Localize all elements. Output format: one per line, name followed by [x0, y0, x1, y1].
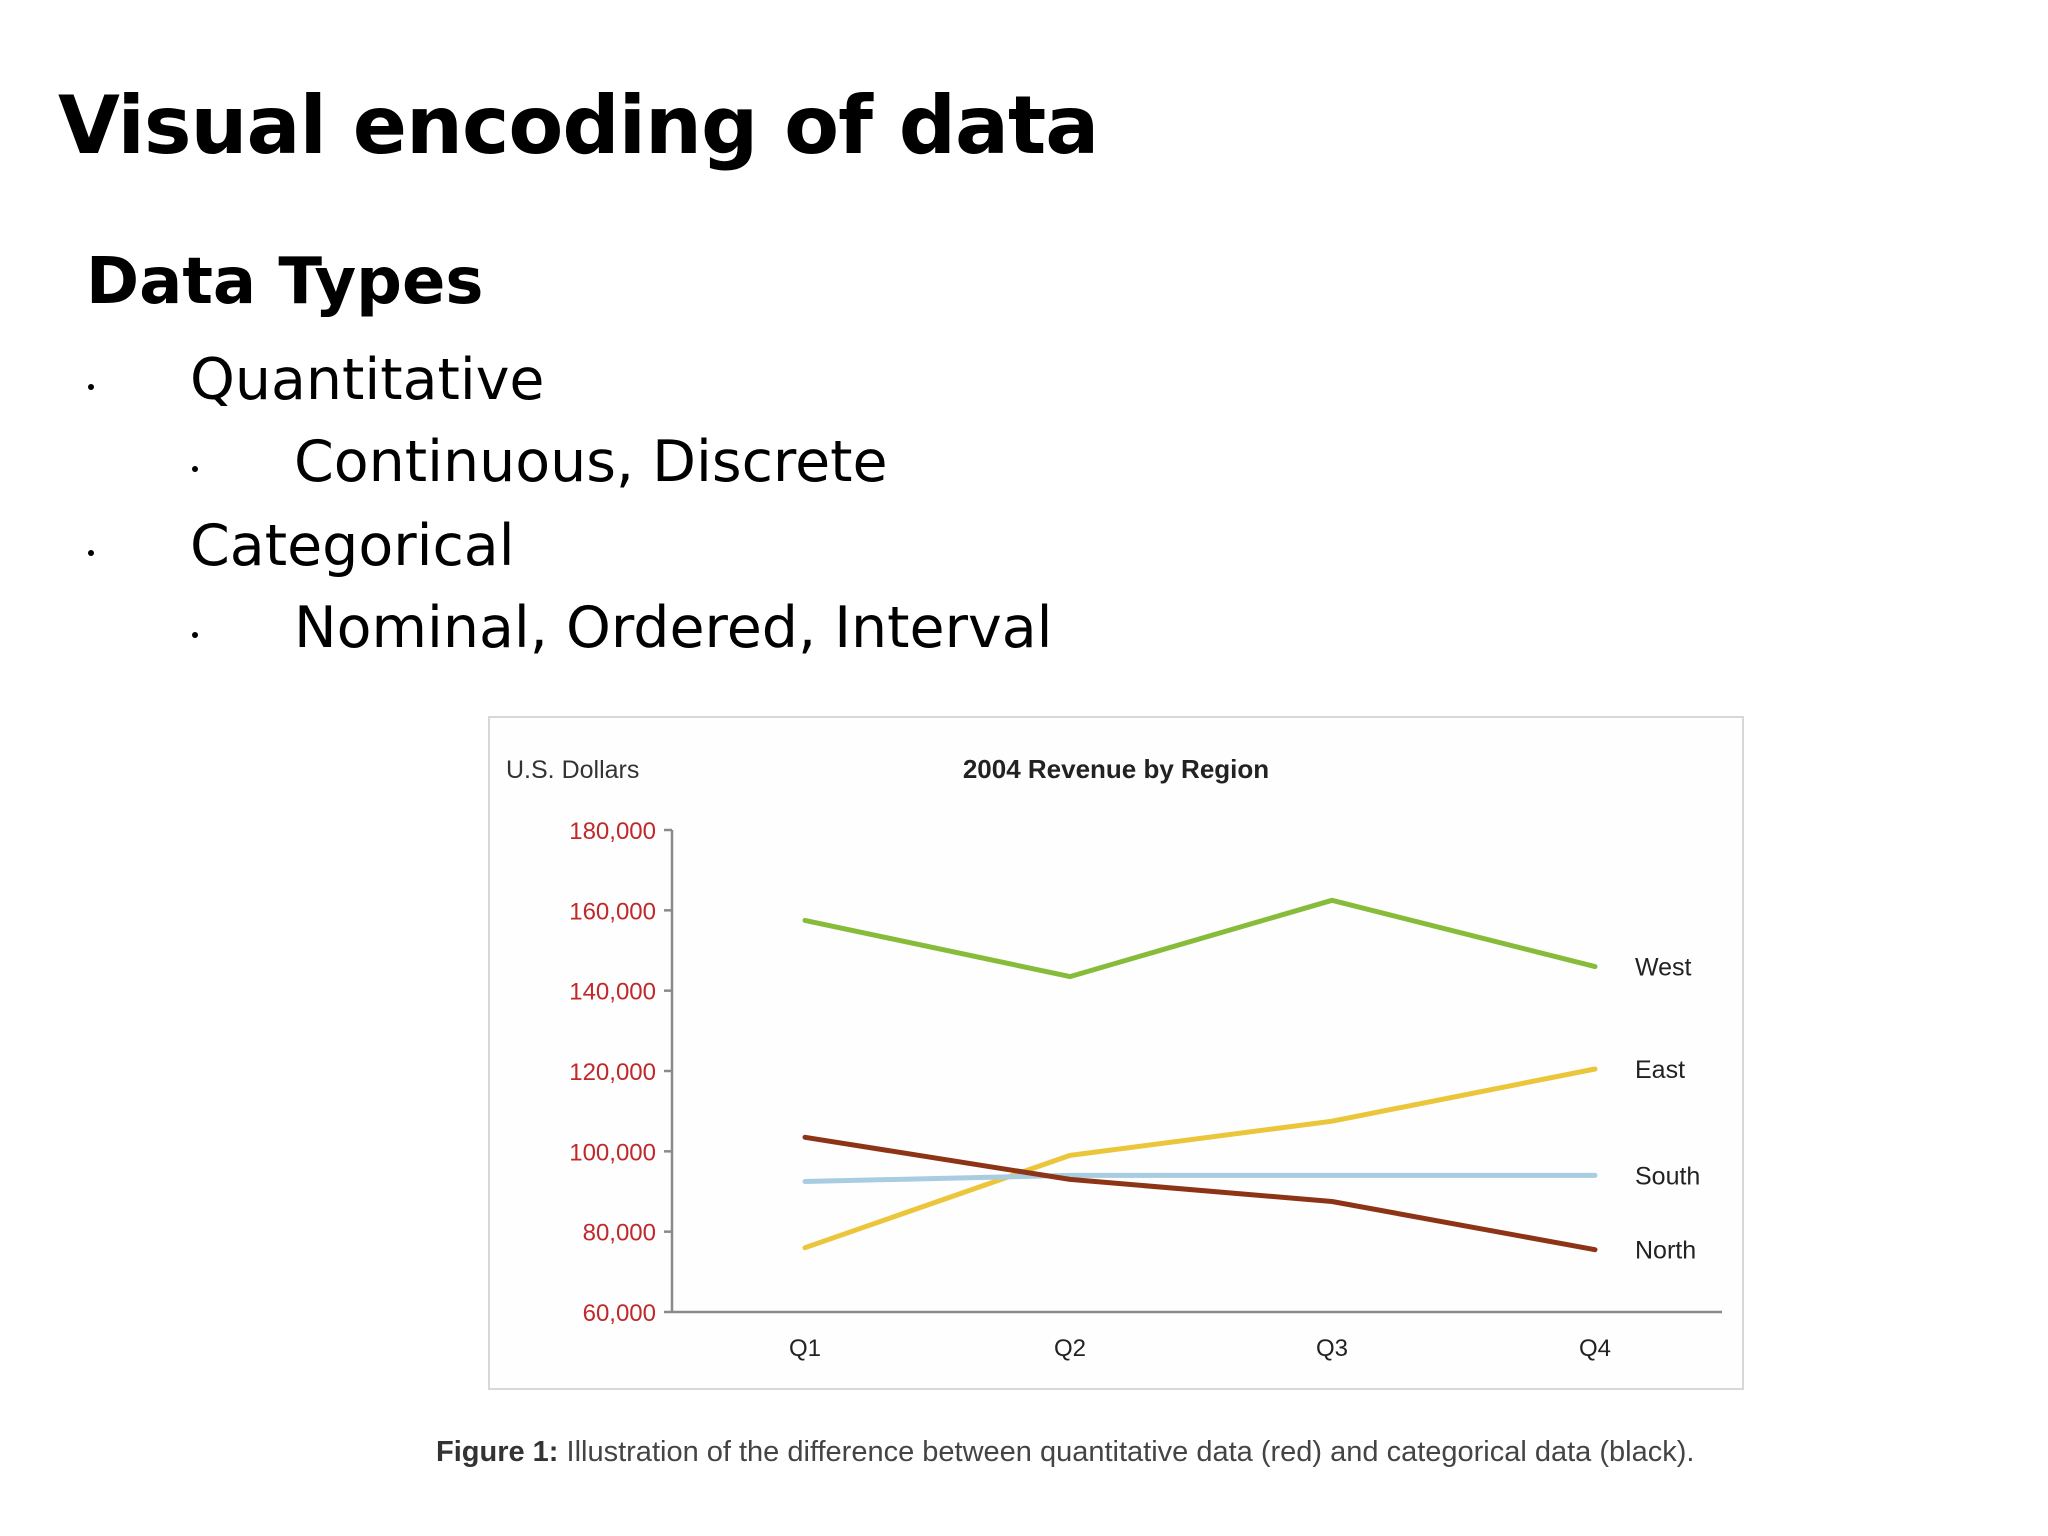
y-tick-label: 60,000 [583, 1300, 656, 1327]
chart-frame: U.S. Dollars 2004 Revenue by Region 60,0… [488, 716, 1744, 1390]
slide-title: Visual encoding of data [58, 79, 1099, 172]
y-tick-label: 140,000 [569, 979, 656, 1006]
series-line-north [802, 1134, 1598, 1253]
y-tick-label: 120,000 [569, 1059, 656, 1086]
series-lines [802, 897, 1598, 1253]
figure-caption: Figure 1: Illustration of the difference… [436, 1436, 1694, 1469]
revenue-line-chart: U.S. Dollars 2004 Revenue by Region 60,0… [506, 754, 1722, 1362]
series-label-east: East [1635, 1056, 1685, 1084]
axes: 60,000 80,000 100,000 120,000 140,000 160,000… [569, 818, 1722, 1362]
bullet-nominal-ordered-interval: Nominal, Ordered, Interval [192, 600, 1053, 657]
series-label-north: North [1635, 1237, 1696, 1265]
bullet-dot [88, 384, 94, 390]
series-line-west [802, 897, 1598, 980]
series-line-south [802, 1172, 1598, 1184]
section-heading: Data Types [86, 245, 484, 319]
bullet-quantitative: Quantitative [88, 352, 545, 409]
x-tick-label: Q4 [1579, 1335, 1611, 1362]
series-line-east [802, 1066, 1598, 1251]
x-tick-label: Q2 [1054, 1335, 1086, 1362]
bullet-continuous-discrete: Continuous, Discrete [192, 434, 888, 491]
bullet-quantitative-label: Quantitative [190, 347, 545, 413]
y-tick-label: 100,000 [569, 1139, 656, 1166]
y-tick-label: 180,000 [569, 818, 656, 845]
chart-title: 2004 Revenue by Region [963, 754, 1269, 784]
series-label-west: West [1635, 954, 1692, 982]
caption-label: Figure 1: [436, 1436, 559, 1468]
y-tick-label: 80,000 [583, 1220, 656, 1247]
x-tick-label: Q3 [1316, 1335, 1348, 1362]
bullet-nominal-ordered-interval-label: Nominal, Ordered, Interval [294, 595, 1053, 661]
bullet-dot [192, 632, 198, 638]
y-tick-label: 160,000 [569, 898, 656, 925]
series-label-south: South [1635, 1162, 1700, 1190]
series-labels: West East South North [1635, 954, 1700, 1265]
caption-text: Illustration of the difference between q… [558, 1436, 1695, 1468]
y-axis-title: U.S. Dollars [506, 756, 639, 784]
bullet-continuous-discrete-label: Continuous, Discrete [294, 429, 888, 495]
bullet-categorical-label: Categorical [190, 513, 515, 579]
bullet-categorical: Categorical [88, 518, 515, 575]
bullet-dot [88, 550, 94, 556]
x-tick-label: Q1 [789, 1335, 821, 1362]
bullet-dot [192, 466, 198, 472]
